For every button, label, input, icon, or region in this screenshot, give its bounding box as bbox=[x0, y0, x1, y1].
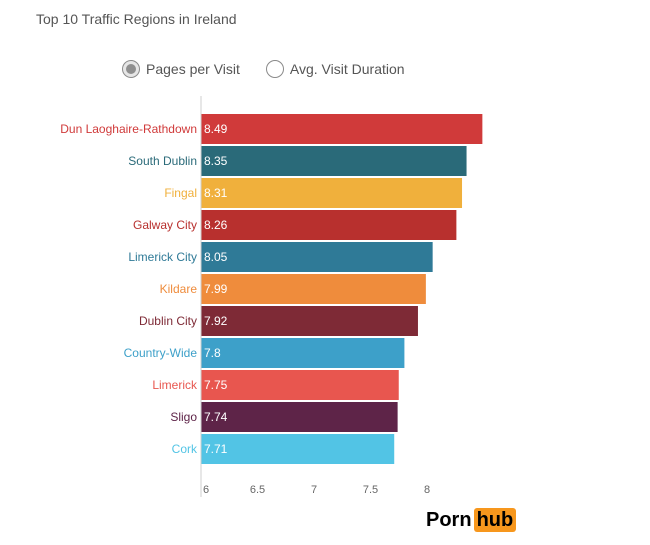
category-label: Limerick City bbox=[128, 250, 197, 264]
bar bbox=[201, 114, 483, 144]
x-tick-label: 8 bbox=[424, 484, 430, 496]
category-label: South Dublin bbox=[128, 154, 197, 168]
logo-text-hub: hub bbox=[473, 508, 517, 532]
radio-selected-icon[interactable] bbox=[122, 60, 140, 78]
metric-toggle: Pages per Visit Avg. Visit Duration bbox=[122, 60, 431, 78]
logo-text-porn: Porn bbox=[426, 508, 472, 531]
category-label: Dublin City bbox=[139, 314, 197, 328]
value-label: 7.74 bbox=[204, 410, 228, 424]
value-label: 8.26 bbox=[204, 218, 228, 232]
value-label: 8.35 bbox=[204, 154, 228, 168]
bar bbox=[201, 338, 405, 368]
option-avg-visit-duration[interactable]: Avg. Visit Duration bbox=[265, 60, 405, 78]
bar bbox=[201, 210, 457, 240]
radio-unselected-icon[interactable] bbox=[265, 60, 284, 78]
chart-title: Top 10 Traffic Regions in Ireland bbox=[36, 11, 237, 27]
category-label: Cork bbox=[172, 442, 198, 456]
value-label: 7.99 bbox=[204, 282, 228, 296]
value-label: 7.71 bbox=[204, 442, 228, 456]
bar bbox=[201, 178, 463, 208]
option-label: Pages per Visit bbox=[146, 61, 240, 77]
bar bbox=[201, 274, 426, 304]
category-label: Dun Laoghaire-Rathdown bbox=[60, 122, 197, 136]
value-label: 7.75 bbox=[204, 378, 228, 392]
value-label: 8.49 bbox=[204, 122, 228, 136]
bar bbox=[201, 370, 399, 400]
x-tick-label: 6 bbox=[203, 484, 209, 496]
category-label: Galway City bbox=[133, 218, 197, 232]
category-label: Country-Wide bbox=[124, 346, 198, 360]
option-pages-per-visit[interactable]: Pages per Visit bbox=[122, 60, 240, 78]
bar bbox=[201, 402, 398, 432]
category-label: Limerick bbox=[152, 378, 198, 392]
value-label: 8.05 bbox=[204, 250, 228, 264]
x-tick-label: 6.5 bbox=[250, 484, 265, 496]
bar bbox=[201, 306, 418, 336]
category-label: Sligo bbox=[170, 410, 197, 424]
bar bbox=[201, 146, 467, 176]
x-tick-label: 7 bbox=[311, 484, 317, 496]
bar bbox=[201, 242, 433, 272]
pornhub-logo: Porn hub bbox=[426, 508, 517, 532]
bar bbox=[201, 434, 395, 464]
x-tick-label: 7.5 bbox=[363, 484, 378, 496]
value-label: 8.31 bbox=[204, 186, 228, 200]
category-label: Kildare bbox=[160, 282, 198, 296]
option-label: Avg. Visit Duration bbox=[289, 61, 405, 77]
value-label: 7.92 bbox=[204, 314, 228, 328]
category-label: Fingal bbox=[164, 186, 197, 200]
value-label: 7.8 bbox=[204, 346, 221, 360]
